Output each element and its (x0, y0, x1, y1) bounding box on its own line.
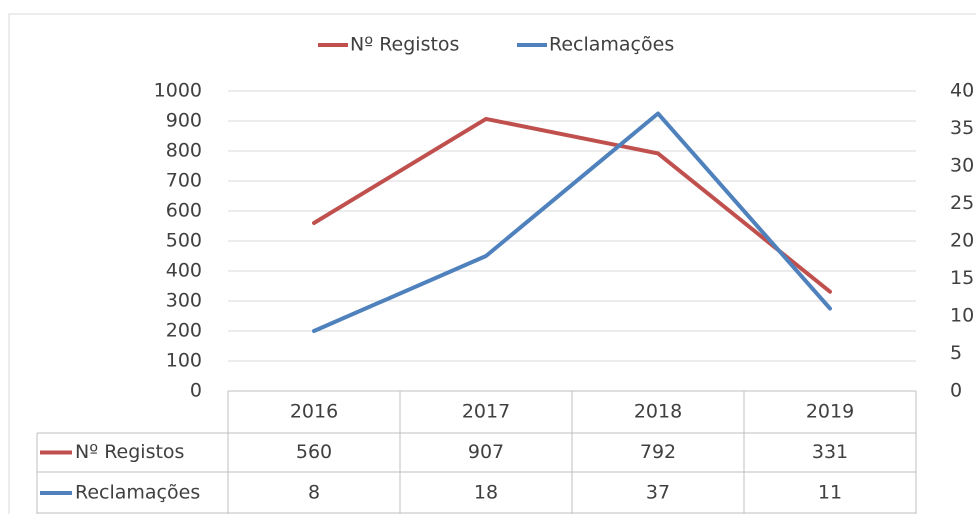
y-tick-label: 300 (166, 290, 202, 312)
y2-tick-label: 0 (950, 380, 962, 402)
table-value: 792 (640, 441, 676, 463)
y-tick-label: 600 (166, 200, 202, 222)
table-row-label: Nº Registos (75, 441, 184, 463)
y2-tick-label: 30 (950, 155, 974, 177)
x-tick-label: 2016 (290, 401, 338, 423)
table-value: 907 (468, 441, 504, 463)
table-value: 560 (296, 441, 332, 463)
x-tick-label: 2017 (462, 401, 510, 423)
y-tick-label: 700 (166, 170, 202, 192)
y-tick-label: 500 (166, 230, 202, 252)
table-value: 18 (474, 482, 498, 504)
y-tick-label: 900 (166, 110, 202, 132)
y2-tick-label: 20 (950, 230, 974, 252)
table-value: 11 (818, 482, 842, 504)
x-tick-label: 2019 (806, 401, 854, 423)
series-line (312, 116, 832, 294)
y-tick-label: 800 (166, 140, 202, 162)
x-tick-label: 2018 (634, 401, 682, 423)
y2-tick-label: 5 (950, 342, 962, 364)
legend-label: Reclamações (549, 34, 674, 56)
table-value: 37 (646, 482, 670, 504)
legend-label: Nº Registos (350, 34, 459, 56)
table-value: 8 (308, 482, 320, 504)
series-line (312, 111, 832, 333)
y-tick-label: 200 (166, 320, 202, 342)
table-value: 331 (812, 441, 848, 463)
y2-tick-label: 15 (950, 267, 974, 289)
y-tick-label: 1000 (154, 80, 202, 102)
y2-tick-label: 40 (950, 80, 974, 102)
y2-tick-label: 25 (950, 192, 974, 214)
chart-frame (8, 13, 976, 514)
y-tick-label: 0 (190, 380, 202, 402)
y-tick-label: 400 (166, 260, 202, 282)
table-row-label: Reclamações (75, 482, 200, 504)
y-tick-label: 100 (166, 350, 202, 372)
y2-tick-label: 35 (950, 117, 974, 139)
y2-tick-label: 10 (950, 305, 974, 327)
